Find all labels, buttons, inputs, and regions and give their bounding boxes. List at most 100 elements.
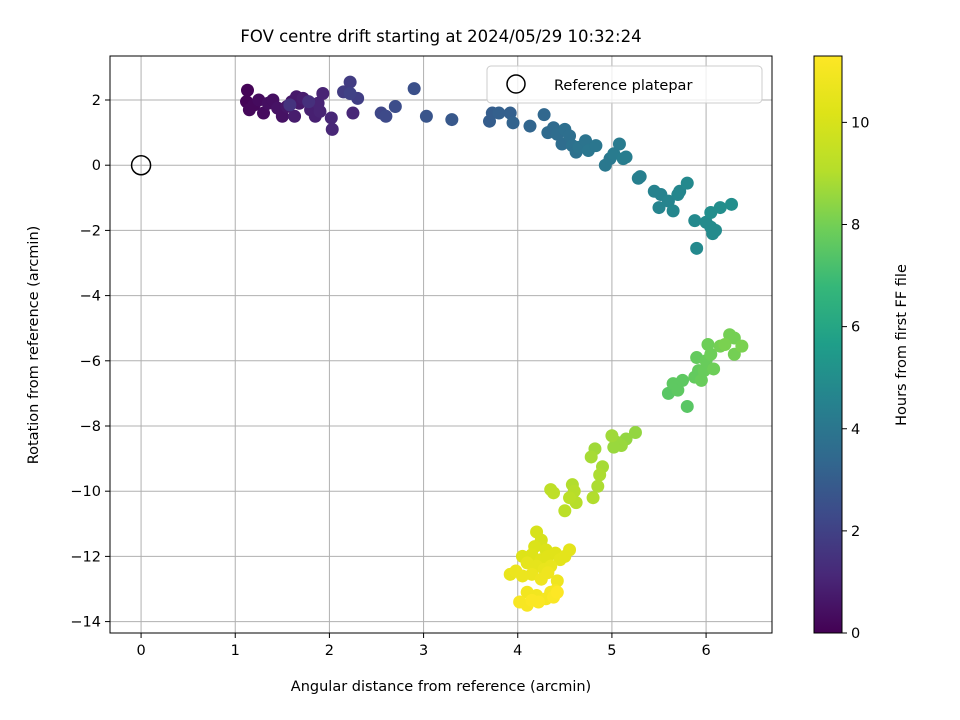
data-point [343, 86, 357, 100]
data-point [550, 585, 564, 599]
data-point [676, 373, 690, 387]
legend-box [486, 65, 763, 104]
data-point [713, 201, 727, 215]
data-point [666, 204, 680, 218]
reference-marker [130, 154, 152, 176]
legend-label: Reference platepar [554, 78, 692, 94]
data-point [445, 113, 459, 127]
reference-point [130, 154, 152, 176]
data-point [584, 450, 598, 464]
x-tick-label: 0 [136, 643, 145, 659]
data-point [680, 176, 694, 190]
data-point [503, 106, 517, 120]
x-tick-label: 6 [701, 643, 710, 659]
data-point [343, 75, 357, 89]
data-point [586, 491, 600, 505]
y-tick-label: −2 [80, 223, 101, 239]
colorbar-tick-label: 4 [851, 422, 860, 438]
data-point [563, 543, 577, 557]
data-point [407, 82, 421, 96]
data-point [628, 426, 642, 440]
y-axis-label: Rotation from reference (arcmin) [26, 226, 42, 465]
colorbar-tick-label: 6 [851, 320, 860, 336]
data-point [612, 137, 626, 151]
data-points [240, 75, 749, 612]
data-point [633, 170, 647, 184]
data-point [325, 122, 339, 136]
data-point [718, 338, 732, 351]
data-point [735, 339, 749, 353]
data-point [727, 347, 741, 361]
data-point [388, 100, 402, 114]
data-point [346, 106, 360, 120]
data-point [619, 150, 633, 164]
data-point [537, 108, 551, 122]
y-tick-label: 0 [92, 158, 101, 174]
data-point [550, 574, 564, 588]
data-point [302, 95, 316, 109]
data-point [661, 194, 675, 208]
colorbar-tick-label: 8 [851, 218, 860, 234]
data-point [547, 486, 561, 500]
colorbar-tick-label: 2 [851, 524, 860, 540]
data-point [607, 440, 621, 454]
x-tick-label: 3 [419, 643, 428, 659]
y-tick-label: −12 [70, 549, 101, 565]
data-point [525, 593, 539, 607]
data-point [492, 106, 506, 120]
data-point [708, 223, 722, 237]
data-point [593, 468, 607, 482]
colorbar-tick-label: 10 [851, 115, 869, 131]
colorbar-tick-label: 0 [851, 626, 860, 642]
data-point [563, 491, 577, 505]
data-point [725, 197, 739, 211]
data-point [419, 109, 433, 123]
colorbar-ticks: 0 2 4 6 8 10 [842, 115, 869, 642]
data-point [579, 134, 593, 148]
data-point [707, 362, 721, 376]
y-tick-label: −4 [80, 289, 101, 305]
y-tick-label: −10 [70, 484, 101, 500]
axis-ticks: 0 1 2 3 4 5 6 2 0 −2 −4 −6 −8 −10 −12 −14 [70, 93, 710, 659]
data-point [704, 347, 718, 361]
grid-lines [110, 56, 772, 633]
axes-frame [109, 55, 773, 634]
data-point [379, 109, 393, 123]
y-tick-label: 2 [92, 93, 101, 109]
data-point [523, 119, 537, 133]
colorbar-label: Hours from first FF file [894, 264, 910, 426]
x-axis-label: Angular distance from reference (arcmin) [291, 679, 591, 695]
data-point [558, 504, 572, 518]
colorbar: 0 2 4 6 8 10 Hours from first FF file [813, 55, 910, 642]
data-point [652, 201, 666, 215]
data-point [680, 399, 694, 413]
chart-title: FOV centre drift starting at 2024/05/29 … [240, 27, 641, 46]
data-point [688, 214, 702, 228]
y-tick-label: −8 [80, 419, 101, 435]
data-point [288, 109, 302, 123]
data-point [591, 479, 605, 493]
data-point [694, 373, 708, 387]
colorbar-gradient [813, 55, 843, 634]
x-tick-label: 2 [325, 643, 334, 659]
data-point [673, 184, 687, 198]
x-tick-label: 4 [513, 643, 522, 659]
data-point [589, 139, 603, 153]
data-point [324, 111, 338, 125]
data-point [506, 116, 520, 130]
data-point [240, 83, 254, 97]
data-point [283, 98, 297, 112]
data-point [671, 383, 685, 397]
data-point [605, 429, 619, 443]
x-tick-label: 1 [231, 643, 240, 659]
legend: Reference platepar [486, 65, 763, 104]
data-point [555, 137, 569, 151]
data-point [563, 129, 577, 143]
data-point [727, 331, 741, 345]
data-point [256, 106, 270, 120]
data-point [701, 338, 715, 351]
y-tick-label: −14 [70, 615, 101, 631]
data-point [316, 86, 330, 100]
y-tick-label: −6 [80, 354, 101, 370]
